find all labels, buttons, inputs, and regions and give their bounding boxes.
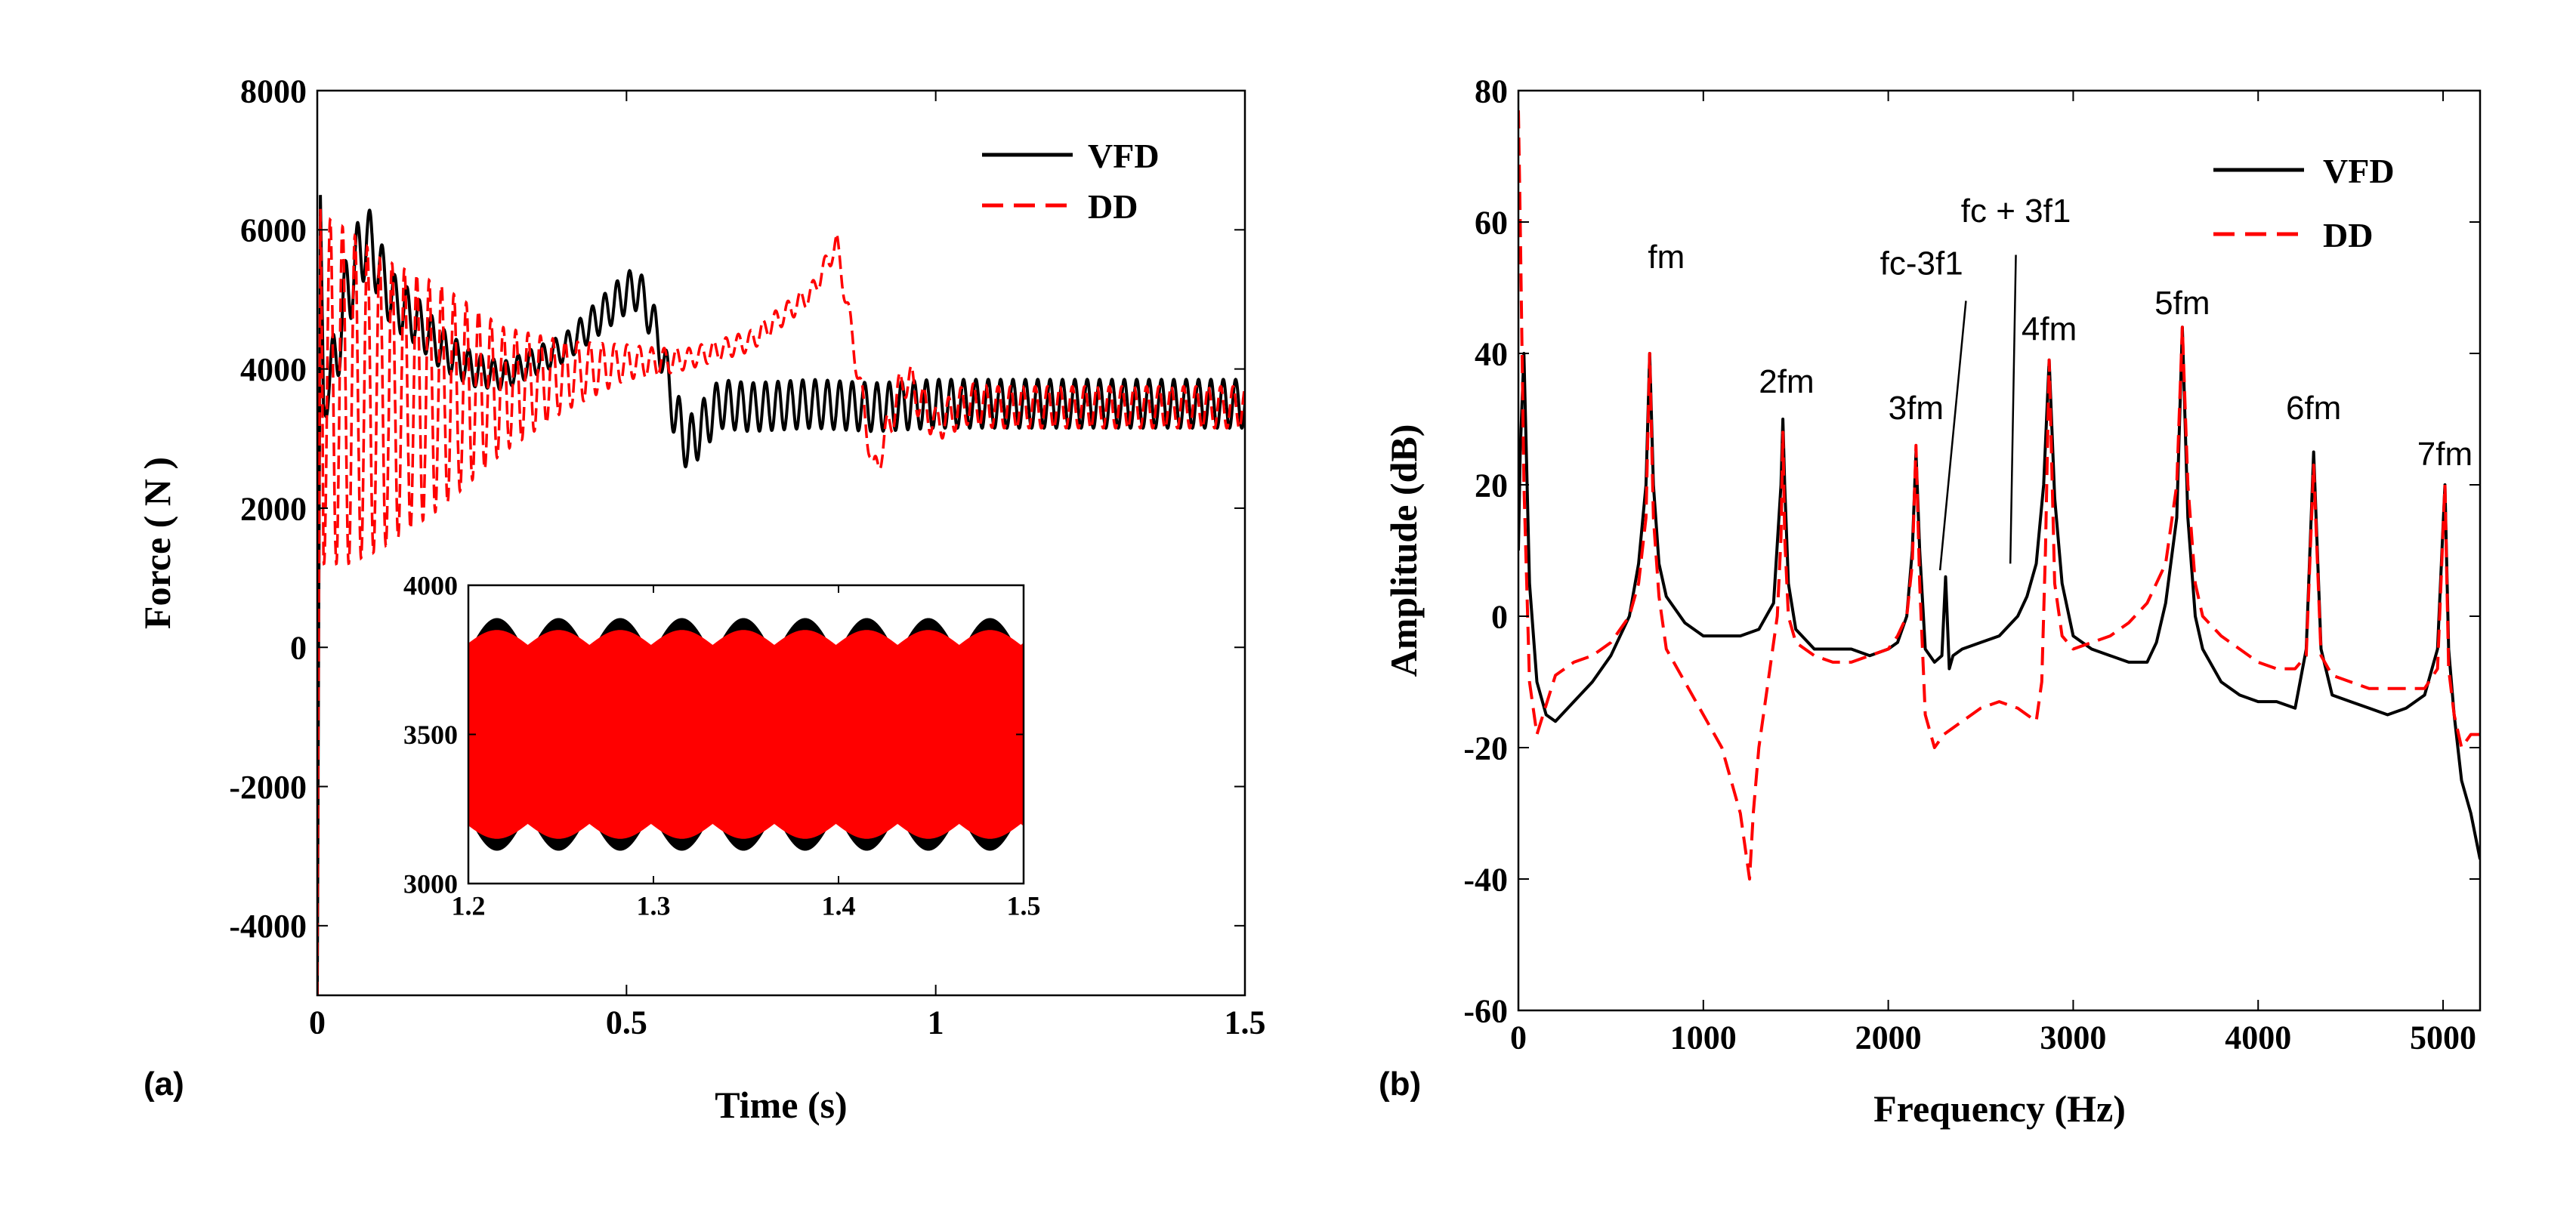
panel-a: -4000 -2000 0 2000 4000 6000 8000 0 0.5 1 1.5 For… bbox=[136, 72, 1266, 1126]
panel-b-ytick-label: -60 bbox=[1463, 992, 1508, 1029]
panel-a-ytick-label: 6000 bbox=[240, 212, 307, 249]
inset-xtick-label: 1.5 bbox=[1007, 890, 1041, 921]
panel-b-annotation: 5fm bbox=[2154, 285, 2210, 322]
inset-ytick-label: 3000 bbox=[403, 869, 458, 899]
panel-b-y-ticks: -60 -40 -20 0 20 40 60 80 bbox=[1463, 72, 2480, 1029]
panel-a-x-ticks: 0 0.5 1 1.5 bbox=[309, 91, 1266, 1041]
legend-a-vfd-label: VFD bbox=[1088, 137, 1160, 175]
panel-a-xlabel: Time (s) bbox=[715, 1084, 847, 1126]
panel-b-xtick-label: 1000 bbox=[1670, 1019, 1737, 1056]
panel-a-ytick-label: -2000 bbox=[229, 769, 307, 806]
panel-b-ytick-label: 40 bbox=[1475, 335, 1508, 372]
panel-a-axes-frame bbox=[316, 89, 1246, 997]
inset-x-ticks: 1.2 1.3 1.4 1.5 bbox=[452, 585, 1041, 921]
panel-b-plot-area bbox=[1518, 91, 2480, 1010]
panel-b-ylabel: Amplitude (dB) bbox=[1382, 424, 1425, 677]
legend-b-dd-label: DD bbox=[2323, 216, 2373, 254]
panel-a-ytick-label: -4000 bbox=[229, 908, 307, 945]
panel-b-xtick-label: 5000 bbox=[2410, 1019, 2476, 1056]
inset-ytick-label: 3500 bbox=[403, 720, 458, 750]
panel-b-axes-frame bbox=[1517, 89, 2482, 1012]
panel-b-xtick-label: 0 bbox=[1510, 1019, 1527, 1056]
annotation-pointer-fc-plus-3f1 bbox=[2009, 254, 2017, 564]
panel-b-ytick-label: 80 bbox=[1475, 72, 1508, 109]
panel-b-annotation: fc-3f1 bbox=[1880, 245, 1963, 282]
legend-a-dd-label: DD bbox=[1088, 187, 1138, 226]
panel-a-xtick-label: 1.5 bbox=[1225, 1004, 1266, 1041]
panel-b-annotation: fm bbox=[1648, 239, 1685, 276]
panel-a-y-ticks: -4000 -2000 0 2000 4000 6000 8000 bbox=[229, 72, 1245, 945]
panel-b-annotation: 4fm bbox=[2022, 311, 2077, 348]
inset-xtick-label: 1.2 bbox=[452, 890, 486, 921]
panel-a-ylabel: Force ( N ) bbox=[136, 457, 178, 629]
annotation-pointer-fc-minus-3f1 bbox=[1938, 301, 1967, 571]
inset-series-group bbox=[468, 618, 1024, 851]
panel-a-series-vfd-line bbox=[317, 195, 1245, 995]
inset-ytick-label: 4000 bbox=[403, 571, 458, 601]
panel-b-ytick-label: -20 bbox=[1463, 729, 1508, 766]
panel-a-xtick-label: 0 bbox=[309, 1004, 326, 1041]
panel-b-annotations: fm 2fm 3fm fc-3f1 fc + 3f1 4fm 5fm 6fm 7fm bbox=[1648, 193, 2473, 571]
legend-b-vfd-label: VFD bbox=[2323, 152, 2395, 190]
panel-b-x-ticks: 0 1000 2000 3000 4000 5000 bbox=[1510, 91, 2476, 1056]
panel-b-xtick-label: 2000 bbox=[1855, 1019, 1922, 1056]
inset-xtick-label: 1.4 bbox=[822, 890, 856, 921]
panel-b-annotation: 7fm bbox=[2417, 436, 2473, 473]
panel-a-legend: VFD DD bbox=[982, 137, 1160, 226]
panel-b-ytick-label: 0 bbox=[1491, 598, 1508, 635]
panel-b-annotation: 3fm bbox=[1889, 390, 1944, 427]
panel-b-series-group bbox=[1518, 110, 2480, 881]
panel-b-xtick-label: 4000 bbox=[2225, 1019, 2291, 1056]
panel-b-legend: VFD DD bbox=[2213, 152, 2395, 254]
panel-b-series-dd-line bbox=[1518, 110, 2480, 881]
inset-xtick-label: 1.3 bbox=[637, 890, 671, 921]
panel-a-ytick-label: 0 bbox=[290, 630, 307, 667]
panel-a-series-dd-line bbox=[317, 208, 1245, 995]
panel-a-xtick-label: 0.5 bbox=[606, 1004, 647, 1041]
panel-a-inset: 3000 3500 4000 1.2 1.3 1.4 1.5 bbox=[403, 571, 1041, 921]
panel-a-ytick-label: 2000 bbox=[240, 490, 307, 527]
panel-b: -60 -40 -20 0 20 40 60 80 0 1000 2000 3000 4000 5000… bbox=[1379, 72, 2482, 1130]
panel-b-ytick-label: 60 bbox=[1475, 204, 1508, 241]
panel-b-annotation: 6fm bbox=[2286, 390, 2341, 427]
inset-y-ticks: 3000 3500 4000 bbox=[403, 571, 1024, 899]
panel-b-annotation: fc + 3f1 bbox=[1961, 193, 2071, 230]
panel-a-series-group bbox=[317, 195, 1245, 995]
panel-b-ytick-label: -40 bbox=[1463, 861, 1508, 898]
panel-a-xtick-label: 1 bbox=[928, 1004, 944, 1041]
inset-series-dd-band bbox=[468, 630, 1024, 839]
panel-a-ytick-label: 8000 bbox=[240, 72, 307, 109]
panel-b-ytick-label: 20 bbox=[1475, 467, 1508, 504]
panel-b-label: (b) bbox=[1379, 1066, 1421, 1103]
panel-b-xtick-label: 3000 bbox=[2040, 1019, 2106, 1056]
panel-b-annotation: 2fm bbox=[1759, 363, 1814, 400]
panel-b-xlabel: Frequency (Hz) bbox=[1873, 1087, 2126, 1130]
panel-a-label: (a) bbox=[144, 1066, 184, 1103]
panel-a-ytick-label: 4000 bbox=[240, 351, 307, 388]
